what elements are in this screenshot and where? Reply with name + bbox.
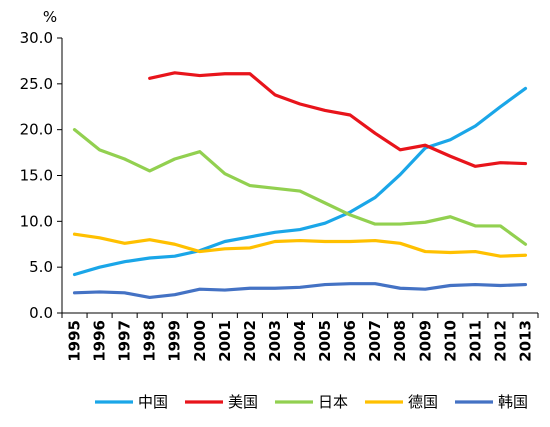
x-tick-label: 1999 [166,320,184,362]
legend-label-5: 韩国 [498,393,528,411]
x-tick-label: 2000 [191,320,209,362]
series-line-2 [148,71,528,168]
x-tick-label: 2001 [216,320,234,362]
series-line-1 [72,86,528,277]
x-tick-label: 2008 [391,320,409,362]
legend-label-3: 日本 [318,393,348,411]
x-tick-label: 1995 [66,320,84,362]
y-tick-label: 30.0 [20,29,53,47]
x-tick-label: 2012 [491,320,509,362]
legend-label-1: 中国 [138,393,168,411]
x-tick-label: 1998 [141,320,159,362]
x-tick-label: 2003 [266,320,284,362]
y-tick-label: 10.0 [20,212,53,230]
legend-label-2: 美国 [228,393,258,411]
axes: 0.0 5.0 10.0 15.0 20.0 25.0 30.0 1995 1996 1997 19… [20,29,539,362]
x-tick-label: 2013 [516,320,534,362]
legend: 中国 美国 日本 德国 韩国 [95,393,528,411]
x-tick-label: 2007 [366,320,384,362]
y-tick-label: 20.0 [20,121,53,139]
x-tick-label: 2002 [241,320,259,362]
legend-label-4: 德国 [408,393,438,411]
x-tick-label: 2004 [291,320,309,362]
x-tick-label: 2010 [441,320,459,362]
x-tick-label: 1996 [91,320,109,362]
x-tick-label: 2009 [416,320,434,362]
series-layer [72,71,528,300]
x-tick-label: 2005 [316,320,334,362]
y-tick-label: 5.0 [29,258,53,276]
y-tick-label: 0.0 [29,304,53,322]
y-tick-label: 15.0 [20,167,53,185]
y-unit-label: % [43,8,57,26]
series-line-4 [72,232,528,258]
x-tick-label: 2011 [466,320,484,362]
series-line-5 [72,282,528,300]
x-tick-label: 2006 [341,320,359,362]
y-tick-label: 25.0 [20,75,53,93]
x-tick-label: 1997 [116,320,134,362]
series-line-3 [72,128,528,246]
